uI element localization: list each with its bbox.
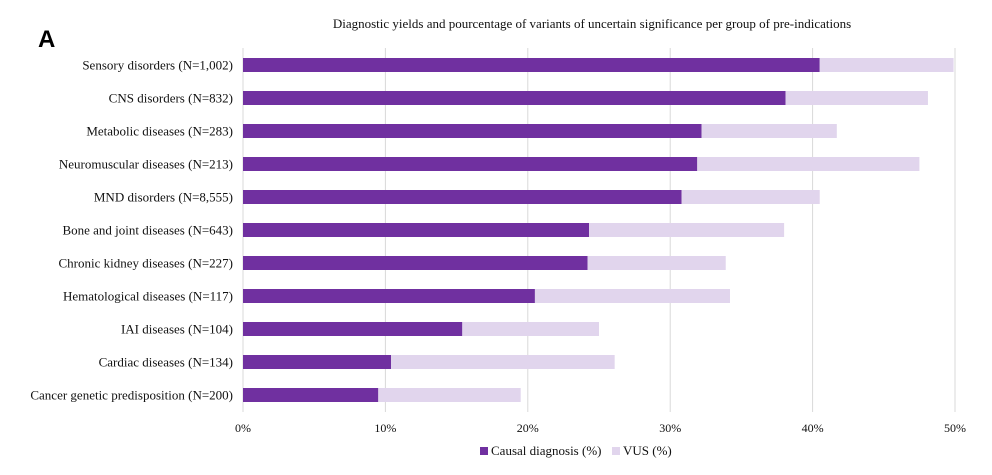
bars: [243, 58, 954, 402]
category-label: CNS disorders (N=832): [109, 91, 233, 106]
bar-causal-diagnosis: [243, 190, 682, 204]
bar-causal-diagnosis: [243, 91, 786, 105]
x-tick-label: 10%: [374, 421, 396, 435]
legend-label: Causal diagnosis (%): [491, 443, 601, 458]
category-label: MND disorders (N=8,555): [94, 190, 233, 205]
chart-title: Diagnostic yields and pourcentage of var…: [333, 16, 851, 31]
category-label: Hematological diseases (N=117): [63, 289, 233, 304]
bar-causal-diagnosis: [243, 223, 590, 237]
category-label: Metabolic diseases (N=283): [86, 124, 233, 139]
x-tick-label: 20%: [517, 421, 539, 435]
panel-label: A: [38, 26, 56, 53]
category-labels: Sensory disorders (N=1,002) CNS disorders…: [30, 58, 233, 403]
bar-causal-diagnosis: [243, 355, 392, 369]
bar-vus: [587, 256, 726, 270]
bar-vus: [785, 91, 928, 105]
x-tick-label: 50%: [944, 421, 966, 435]
bar-causal-diagnosis: [243, 289, 535, 303]
category-label: Cardiac diseases (N=134): [99, 355, 233, 370]
bar-causal-diagnosis: [243, 58, 820, 72]
bar-vus: [681, 190, 820, 204]
bar-vus: [391, 355, 615, 369]
x-tick-label: 0%: [235, 421, 251, 435]
bar-vus: [819, 58, 954, 72]
x-axis-ticks: 0% 10% 20% 30% 40% 50%: [235, 421, 966, 435]
category-label: Cancer genetic predisposition (N=200): [30, 388, 233, 403]
bar-causal-diagnosis: [243, 157, 698, 171]
bar-vus: [534, 289, 731, 303]
legend: Causal diagnosis (%) VUS (%): [480, 443, 672, 458]
category-label: Sensory disorders (N=1,002): [82, 58, 233, 73]
bar-vus: [378, 388, 521, 402]
legend-swatch: [480, 447, 488, 455]
category-label: Chronic kidney diseases (N=227): [59, 256, 234, 271]
bar-vus: [697, 157, 920, 171]
legend-swatch: [612, 447, 620, 455]
bar-vus: [462, 322, 599, 336]
bar-causal-diagnosis: [243, 322, 463, 336]
category-label: IAI diseases (N=104): [121, 322, 233, 337]
x-tick-label: 30%: [659, 421, 681, 435]
category-label: Neuromuscular diseases (N=213): [59, 157, 233, 172]
x-tick-label: 40%: [802, 421, 824, 435]
bar-vus: [701, 124, 837, 138]
bar-vus: [589, 223, 785, 237]
bar-causal-diagnosis: [243, 256, 588, 270]
legend-label: VUS (%): [623, 443, 672, 458]
category-label: Bone and joint diseases (N=643): [62, 223, 233, 238]
bar-causal-diagnosis: [243, 388, 379, 402]
bar-causal-diagnosis: [243, 124, 702, 138]
